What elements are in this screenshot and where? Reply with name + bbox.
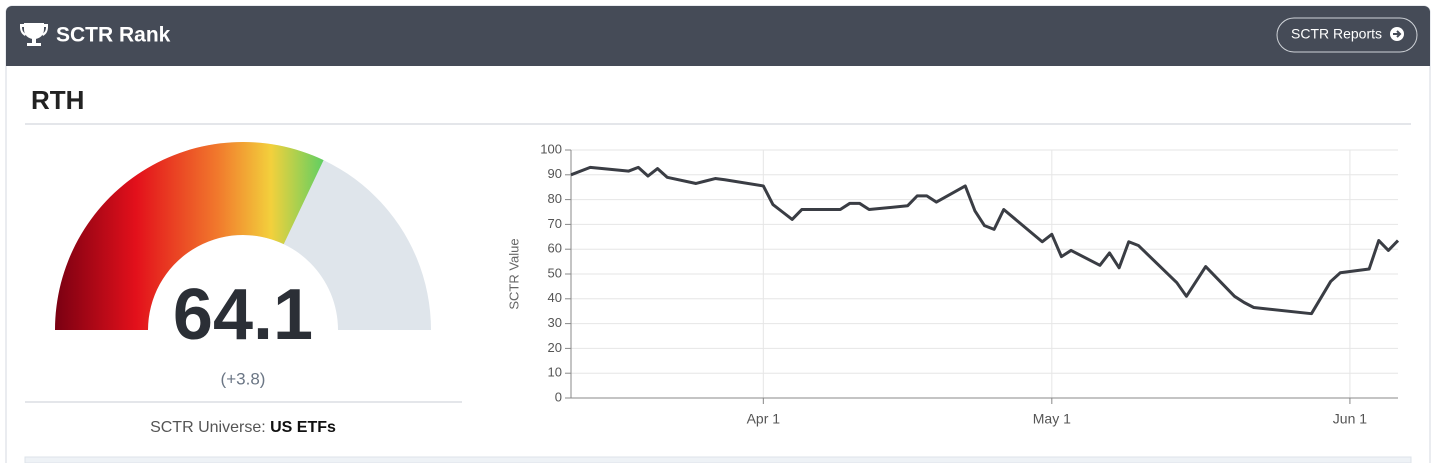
y-tick-label: 80: [548, 191, 562, 206]
trophy-icon: [20, 23, 48, 46]
x-tick-label: Apr 1: [747, 411, 781, 427]
reports-button-label[interactable]: SCTR Reports: [1291, 26, 1382, 42]
y-axis-label: SCTR Value: [506, 238, 521, 309]
universe-label: SCTR Universe:: [150, 419, 266, 436]
header-bar: [6, 6, 1430, 66]
x-tick-label: Jun 1: [1333, 411, 1367, 427]
gauge-value: 64.1: [173, 275, 313, 355]
header-title: SCTR Rank: [56, 24, 171, 47]
x-tick-label: May 1: [1033, 411, 1071, 427]
gauge-change: (+3.8): [221, 369, 266, 388]
y-tick-label: 10: [548, 365, 562, 380]
y-tick-label: 0: [555, 389, 562, 404]
y-tick-label: 100: [540, 141, 562, 156]
y-tick-label: 90: [548, 166, 562, 181]
symbol: RTH: [31, 85, 84, 115]
y-tick-label: 30: [548, 315, 562, 330]
bottom-strip: [24, 456, 1412, 464]
universe: SCTR Universe: US ETFs: [150, 419, 336, 436]
arrow-icon[interactable]: [1390, 27, 1404, 41]
y-tick-label: 40: [548, 290, 562, 305]
reports-button[interactable]: [1276, 17, 1418, 53]
series-line: [570, 165, 1400, 316]
universe-value: US ETFs: [270, 419, 336, 436]
gauge-arc: [55, 141, 324, 330]
y-tick-label: 20: [548, 340, 562, 355]
y-tick-label: 60: [548, 241, 562, 256]
y-tick-label: 70: [548, 216, 562, 231]
y-tick-label: 50: [548, 265, 562, 280]
